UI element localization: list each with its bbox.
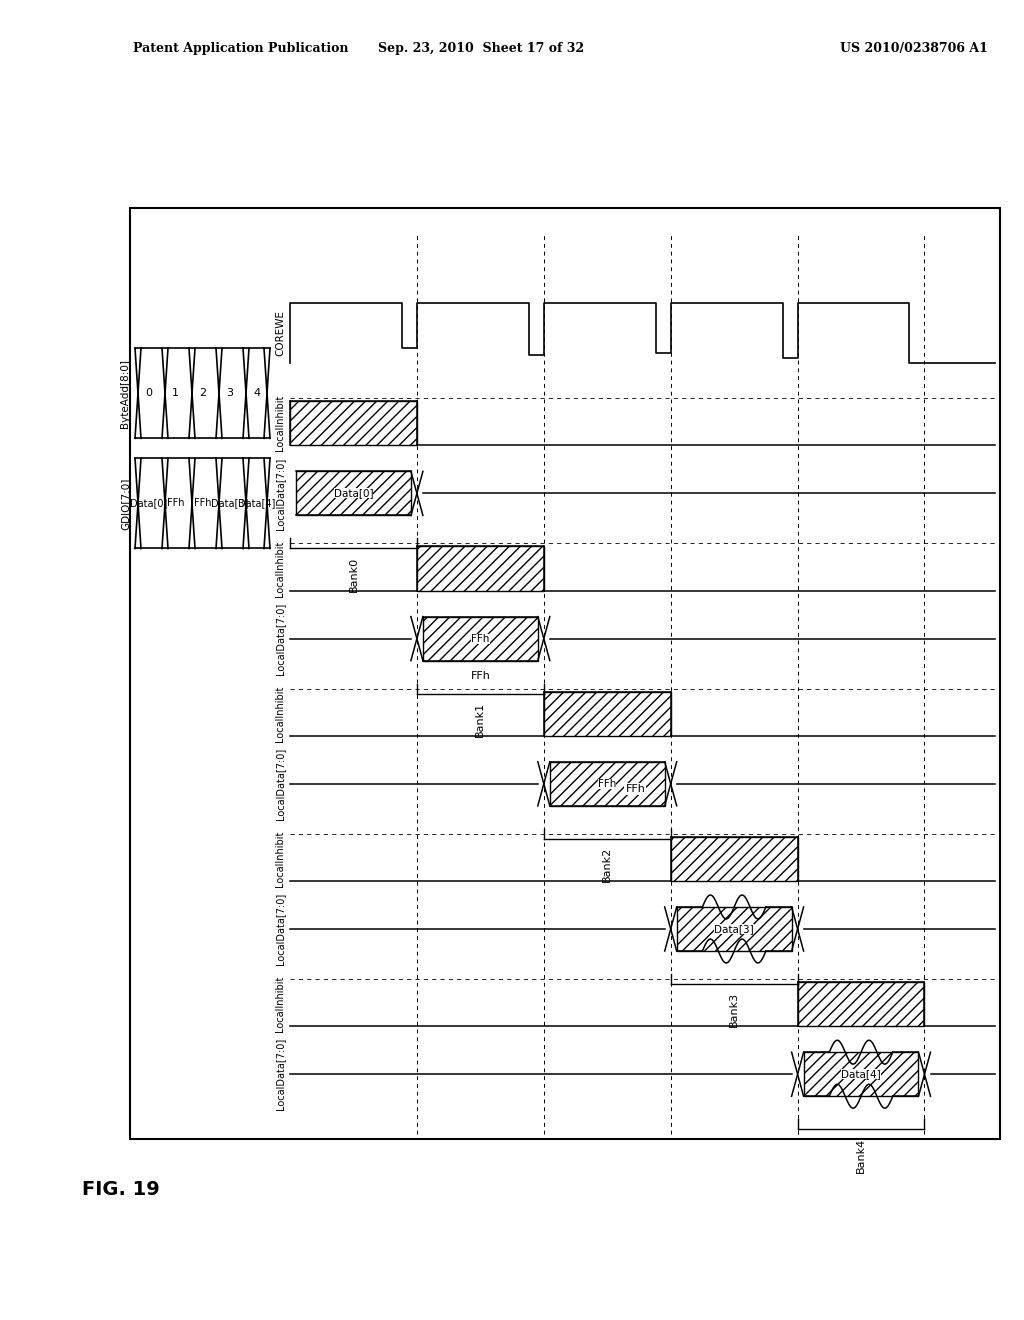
Text: Bank0: Bank0 xyxy=(348,557,358,591)
Text: 1: 1 xyxy=(172,388,179,399)
Text: Data[3]: Data[3] xyxy=(211,499,248,508)
Text: GDIO[7:0]: GDIO[7:0] xyxy=(120,478,130,529)
Text: FFh: FFh xyxy=(471,634,489,644)
Text: Bank2: Bank2 xyxy=(602,847,612,882)
Text: Bank3: Bank3 xyxy=(729,993,739,1027)
Text: LocalInhibit: LocalInhibit xyxy=(275,830,285,887)
Bar xyxy=(130,209,1000,1139)
Text: Data[0]: Data[0] xyxy=(334,488,374,499)
Text: COREWE: COREWE xyxy=(275,310,285,356)
Text: 4: 4 xyxy=(253,388,260,399)
Text: Data[4]: Data[4] xyxy=(238,499,275,508)
Text: Sep. 23, 2010  Sheet 17 of 32: Sep. 23, 2010 Sheet 17 of 32 xyxy=(378,42,585,55)
Text: LocalData[7:0]: LocalData[7:0] xyxy=(275,457,285,529)
Text: LocalData[7:0]: LocalData[7:0] xyxy=(275,602,285,675)
Text: LocalData[7:0]: LocalData[7:0] xyxy=(275,747,285,820)
Bar xyxy=(550,762,665,805)
Text: FFh: FFh xyxy=(194,499,211,508)
Text: Data[3]: Data[3] xyxy=(715,924,754,935)
Bar xyxy=(677,907,792,950)
Text: Data[4]: Data[4] xyxy=(841,1069,881,1080)
Text: LocalData[7:0]: LocalData[7:0] xyxy=(275,1038,285,1110)
Bar xyxy=(544,692,671,735)
Text: 2: 2 xyxy=(199,388,206,399)
Text: Patent Application Publication: Patent Application Publication xyxy=(133,42,348,55)
Text: Bank4: Bank4 xyxy=(856,1138,866,1172)
Bar xyxy=(423,616,538,660)
Text: ByteAdd[8:0]: ByteAdd[8:0] xyxy=(120,359,130,428)
Bar xyxy=(296,471,411,515)
Text: LocalInhibit: LocalInhibit xyxy=(275,685,285,742)
Bar xyxy=(417,546,544,590)
Text: LocalInhibit: LocalInhibit xyxy=(275,975,285,1032)
Text: 0: 0 xyxy=(145,388,152,399)
Text: FIG. 19: FIG. 19 xyxy=(82,1180,160,1199)
Text: LocalInhibit: LocalInhibit xyxy=(275,395,285,451)
Text: 3: 3 xyxy=(226,388,233,399)
Bar xyxy=(804,1052,919,1096)
Bar xyxy=(798,982,925,1026)
Text: US 2010/0238706 A1: US 2010/0238706 A1 xyxy=(840,42,987,55)
Text: FFh: FFh xyxy=(167,499,184,508)
Text: LocalData[7:0]: LocalData[7:0] xyxy=(275,892,285,965)
Text: FFh: FFh xyxy=(598,779,616,789)
Text: FFh: FFh xyxy=(470,671,490,681)
Bar xyxy=(290,401,417,445)
Text: Bank1: Bank1 xyxy=(475,702,485,737)
Text: LocalInhibit: LocalInhibit xyxy=(275,540,285,597)
Bar xyxy=(671,837,798,880)
Text: FFh: FFh xyxy=(626,784,645,793)
Text: Data[0]: Data[0] xyxy=(130,499,167,508)
